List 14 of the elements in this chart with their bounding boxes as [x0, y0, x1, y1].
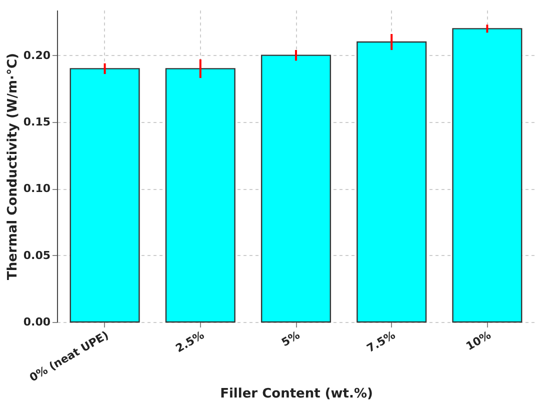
x-tick-label: 10%: [464, 328, 494, 354]
x-axis-title: Filler Content (wt.%): [220, 386, 373, 402]
y-tick-label: 0.20: [23, 48, 51, 62]
y-tick-label: 0.00: [23, 316, 51, 328]
y-tick-label: 0.15: [23, 116, 50, 128]
y-tick-label: 0.10: [23, 182, 51, 196]
bar: [70, 68, 140, 323]
bar: [260, 54, 332, 323]
bar: [452, 28, 522, 323]
y-tick-label: 0.05: [23, 248, 50, 262]
bar: [165, 68, 236, 323]
bar: [356, 41, 427, 323]
y-axis-title: Thermal Conductivity (W/m·°C): [5, 53, 20, 280]
x-tick-label: 5%: [279, 328, 302, 350]
